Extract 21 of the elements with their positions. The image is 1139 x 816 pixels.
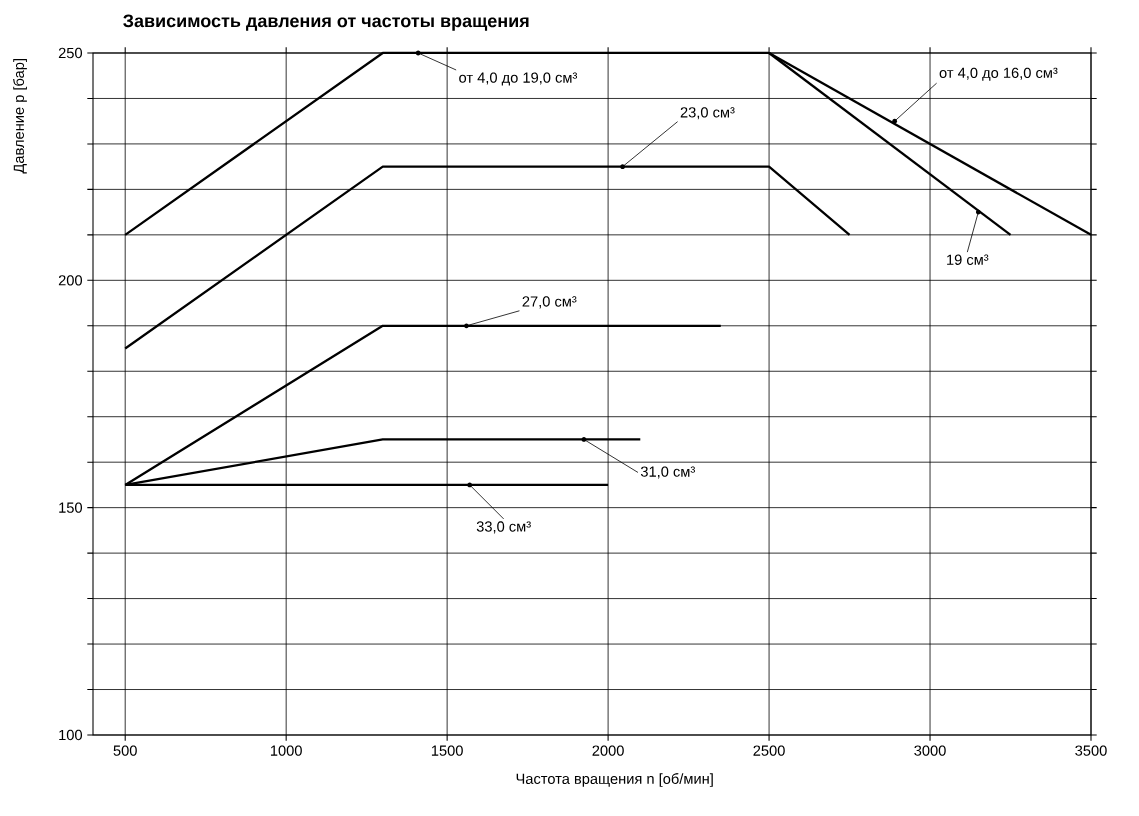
y-axis-title: Давление p [бар] bbox=[13, 59, 27, 174]
annotation: 33,0 см³ bbox=[476, 521, 531, 534]
x-tick-label: 500 bbox=[113, 745, 137, 756]
y-tick-label: 250 bbox=[58, 47, 83, 59]
x-tick-label: 1500 bbox=[431, 745, 463, 756]
chart-title: Зависимость давления от частоты вращения bbox=[123, 14, 529, 31]
annotation: 23,0 см³ bbox=[680, 107, 735, 120]
annotation: 19 см³ bbox=[947, 254, 989, 265]
x-axis-title: Частота вращения n [об/мин] bbox=[516, 773, 713, 787]
x-tick-label: 3500 bbox=[1075, 745, 1107, 756]
annotation: 31,0 см³ bbox=[640, 466, 695, 479]
x-tick-label: 2500 bbox=[753, 745, 785, 756]
x-tick-label: 3000 bbox=[914, 745, 946, 756]
x-tick-label: 1000 bbox=[270, 745, 302, 756]
annotation: от 4,0 до 16,0 см³ bbox=[939, 67, 1058, 81]
x-tick-label: 2000 bbox=[592, 745, 624, 756]
annotation: 27,0 см³ bbox=[522, 296, 577, 309]
annotation: от 4,0 до 19,0 см³ bbox=[459, 72, 578, 86]
y-tick-label: 200 bbox=[58, 275, 83, 286]
y-tick-label: 150 bbox=[59, 502, 83, 513]
y-tick-label: 100 bbox=[59, 729, 83, 741]
